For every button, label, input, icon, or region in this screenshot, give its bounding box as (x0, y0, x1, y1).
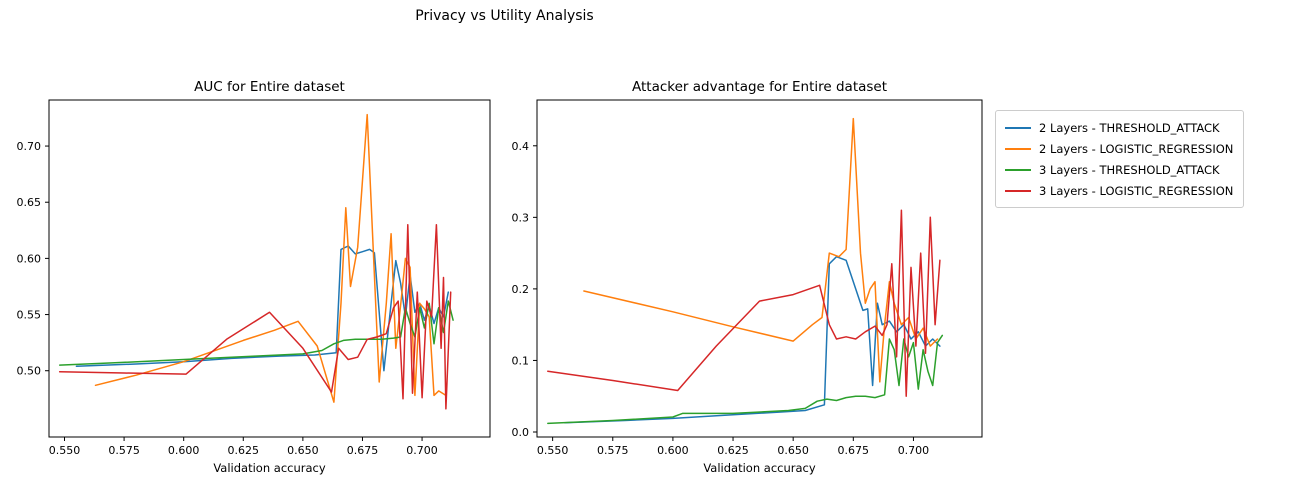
y-tick-label: 0.4 (512, 140, 530, 153)
legend-item: 3 Layers - THRESHOLD_ATTACK (1005, 159, 1233, 180)
y-tick-label: 0.3 (512, 211, 530, 224)
series-line (94, 113, 447, 403)
legend-item-label: 3 Layers - LOGISTIC_REGRESSION (1039, 183, 1234, 198)
y-tick-label: 0.50 (17, 365, 42, 378)
x-tick-label: 0.625 (717, 444, 749, 457)
x-tick-label: 0.675 (838, 444, 870, 457)
figure-title: Privacy vs Utility Analysis (415, 8, 594, 24)
legend-line-swatch (1005, 147, 1031, 150)
series-line (547, 334, 944, 425)
legend-item: 3 Layers - LOGISTIC_REGRESSION (1005, 180, 1233, 201)
y-tick-label: 0.65 (17, 196, 42, 209)
x-tick-label: 0.550 (537, 444, 569, 457)
legend-item: 2 Layers - LOGISTIC_REGRESSION (1005, 138, 1233, 159)
axes-frame (48, 99, 491, 438)
legend-item-label: 3 Layers - THRESHOLD_ATTACK (1039, 162, 1220, 177)
x-tick-label: 0.675 (347, 444, 379, 457)
x-tick-label: 0.700 (406, 444, 438, 457)
legend-item-label: 2 Layers - THRESHOLD_ATTACK (1039, 120, 1220, 135)
legend-line-swatch (1005, 189, 1031, 192)
y-tick-label: 0.70 (17, 140, 42, 153)
x-tick-label: 0.625 (228, 444, 260, 457)
series-line (547, 209, 941, 397)
series-line (58, 223, 452, 410)
x-tick-label: 0.600 (168, 444, 200, 457)
legend-item: 2 Layers - THRESHOLD_ATTACK (1005, 117, 1233, 138)
x-tick-label: 0.550 (49, 444, 81, 457)
legend-item-label: 2 Layers - LOGISTIC_REGRESSION (1039, 141, 1234, 156)
legend-line-swatch (1005, 126, 1031, 129)
series-line (58, 300, 454, 366)
x-tick-label: 0.650 (777, 444, 809, 457)
x-tick-label: 0.575 (597, 444, 629, 457)
right-chart-title: Attacker advantage for Entire dataset (631, 79, 888, 95)
x-tick-label: 0.575 (108, 444, 140, 457)
right-chart-xlabel: Validation accuracy (703, 461, 816, 475)
x-tick-label: 0.700 (898, 444, 930, 457)
y-tick-label: 0.1 (512, 354, 530, 367)
x-tick-label: 0.650 (287, 444, 319, 457)
x-tick-label: 0.600 (657, 444, 689, 457)
legend: 2 Layers - THRESHOLD_ATTACK 2 Layers - L… (995, 110, 1245, 208)
y-tick-label: 0.60 (17, 252, 42, 265)
series-line (563, 255, 941, 424)
series-line (583, 117, 939, 383)
left-chart-xlabel: Validation accuracy (213, 461, 326, 475)
axes-frame (536, 99, 983, 438)
legend-line-swatch (1005, 168, 1031, 171)
left-chart-title: AUC for Entire dataset (194, 79, 345, 95)
y-tick-label: 0.2 (512, 283, 530, 296)
y-tick-label: 0.55 (17, 309, 42, 322)
y-tick-label: 0.0 (512, 426, 530, 439)
